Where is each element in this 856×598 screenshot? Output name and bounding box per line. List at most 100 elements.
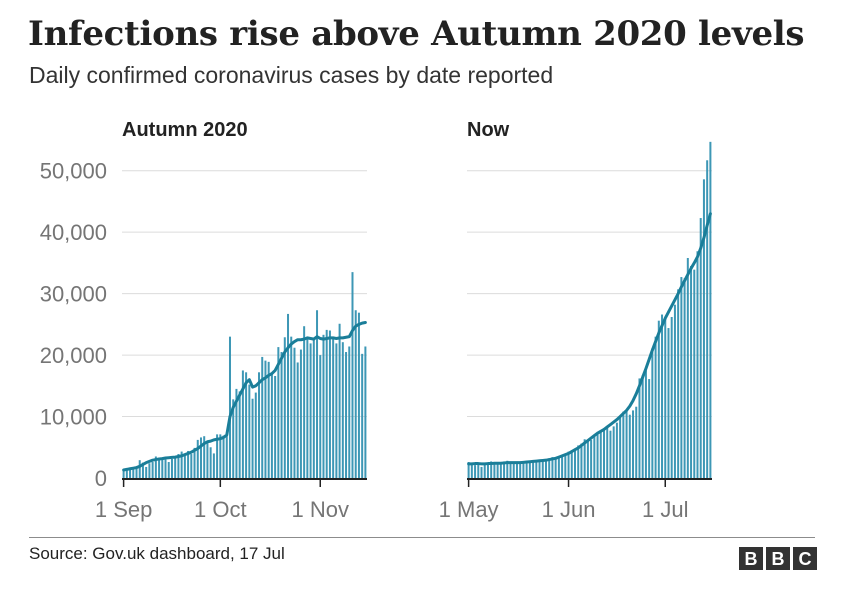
bar [632,410,635,478]
bar [309,343,312,478]
bar [525,461,528,478]
bar [145,466,148,478]
bar [567,451,570,478]
bar [183,454,186,478]
bar [364,346,367,478]
bar [193,447,196,478]
bar [477,463,480,478]
bar [564,454,567,478]
panel-now: 1 May 1 Jun 1 Jul [439,141,712,522]
bar [651,348,654,478]
bar [296,362,299,478]
bar [177,454,180,478]
bar [544,459,547,478]
bar [654,336,657,478]
bar [248,384,251,478]
bar [483,464,486,478]
gridlines [122,170,712,418]
bar [164,459,167,478]
bar [548,458,551,478]
bar [606,427,609,478]
bar [251,398,254,478]
bar [515,463,518,478]
y-tick-label: 0 [95,466,107,491]
bar [299,349,302,478]
panel-autumn-2020: 1 Sep 1 Oct 1 Nov [95,272,367,522]
bar [122,470,125,478]
bar [474,465,477,478]
bar [216,434,219,478]
bar [132,468,135,478]
bar [493,462,496,478]
bar [467,462,470,478]
bar [693,269,696,478]
bar [709,141,712,478]
panel-title-now: Now [467,119,510,141]
bar [590,439,593,478]
bar [241,370,244,478]
bar [277,347,280,478]
bbc-logo-letter: B [739,547,763,570]
bar [638,378,641,478]
bar [648,379,651,478]
bar [190,454,193,478]
bar [203,436,206,478]
bar [187,450,190,478]
bar [596,431,599,478]
bar [622,411,625,478]
bar [657,320,660,478]
bar [129,469,132,478]
bar [151,462,154,478]
bar [499,463,502,478]
x-tick-label: 1 Sep [95,497,153,522]
bar [245,372,248,478]
chart-subtitle: Daily confirmed coronavirus cases by dat… [29,62,554,88]
bbc-logo-letter: B [766,547,790,570]
bar [316,310,319,478]
bar [306,336,309,478]
bar [335,343,338,478]
bar [628,414,631,478]
bar [699,218,702,479]
bar [283,337,286,478]
x-tick-label: 1 Jul [642,497,688,522]
bar [148,463,151,478]
bar [644,370,647,478]
bar [135,467,138,478]
bar [325,329,328,478]
bar [680,277,683,478]
bar [228,336,231,478]
bar [641,375,644,478]
bar [603,428,606,478]
bar [690,265,693,478]
bar [570,450,573,478]
y-tick-label: 20,000 [40,343,107,368]
y-tick-label: 30,000 [40,282,107,307]
bar [180,451,183,478]
bar [512,462,515,478]
bar [496,463,499,478]
bar [258,372,261,478]
bar [232,399,235,478]
bar [319,355,322,478]
bar [470,464,473,478]
panel-title-autumn-2020: Autumn 2020 [122,119,248,141]
bbc-logo: B B C [739,547,817,570]
bar [599,430,602,478]
bar [619,416,622,478]
y-tick-label: 40,000 [40,220,107,245]
chart-area: 1 Sep 1 Oct 1 Nov 1 May 1 Jun 1 Jul 0 10,000 2… [40,119,712,522]
bar [541,460,544,478]
bar [706,160,709,478]
bar [225,433,228,478]
bar [538,461,541,478]
bar [625,410,628,478]
bar [141,462,144,478]
bar [312,339,315,478]
bar [161,457,164,478]
bar [670,316,673,478]
bar [702,179,705,478]
bar [167,462,170,478]
x-tick-label: 1 Nov [292,497,349,522]
average-line [122,321,367,472]
